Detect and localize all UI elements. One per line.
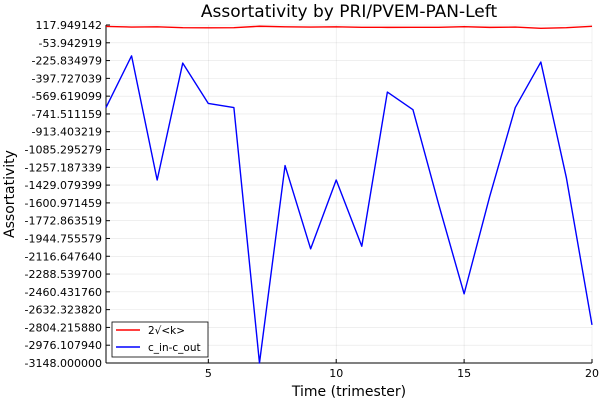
y-tick-label: -1772.863519 — [25, 215, 102, 228]
y-tick-label: -2460.431760 — [25, 286, 102, 299]
y-tick-label: -2976.107940 — [25, 339, 102, 352]
y-tick-label: -569.619099 — [32, 90, 102, 103]
y-tick-label: -2804.215880 — [25, 321, 102, 334]
y-tick-label: -1600.971459 — [25, 197, 102, 210]
series-line-0 — [105, 25, 593, 30]
chart-title: Assortativity by PRI/PVEM-PAN-Left — [201, 2, 498, 22]
y-tick-label: -1944.755579 — [25, 232, 102, 245]
x-ticks: 5 10 15 20 — [205, 359, 599, 380]
grid-lines — [106, 24, 593, 364]
y-tick-label: -397.727039 — [32, 72, 102, 85]
x-tick-label: 20 — [585, 367, 599, 380]
legend-box — [111, 321, 209, 358]
y-tick-label: -2632.323820 — [25, 304, 102, 317]
x-tick-label: 15 — [457, 367, 471, 380]
y-tick-label: -3148.000000 — [25, 357, 102, 370]
y-tick-label: -2116.647640 — [25, 250, 102, 263]
y-tick-label: -2288.539700 — [25, 268, 102, 281]
y-tick-label: 117.949142 — [36, 19, 102, 32]
y-tick-label: -913.403219 — [32, 126, 102, 139]
y-tick-label: -225.834979 — [32, 55, 102, 68]
x-tick-label: 5 — [205, 367, 212, 380]
series-lines — [105, 25, 593, 364]
series-line-1 — [105, 55, 593, 364]
y-axis-title: Assortativity — [2, 150, 18, 238]
legend: 2√<k> c_in-c_out — [111, 321, 209, 358]
y-tick-label: -1085.295279 — [25, 144, 102, 157]
x-tick-label: 10 — [329, 367, 343, 380]
x-axis-title: Time (trimester) — [291, 384, 406, 400]
y-tick-label: -53.942919 — [39, 37, 102, 50]
legend-label: c_in-c_out — [148, 342, 201, 354]
y-tick-label: -1257.187339 — [25, 161, 102, 174]
y-tick-label: -1429.079399 — [25, 179, 102, 192]
legend-label: 2√<k> — [148, 325, 185, 337]
y-tick-label: -741.511159 — [32, 108, 102, 121]
y-ticks: 117.949142 -53.942919 -225.834979 -397.7270… — [25, 19, 110, 370]
plot-frame — [105, 25, 592, 364]
